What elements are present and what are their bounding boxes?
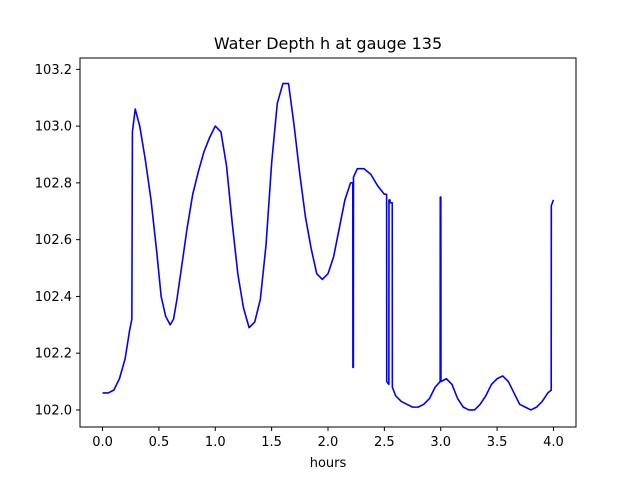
x-axis-label: hours [310,456,347,471]
data-layer [102,82,555,411]
x-tick-label: 2.5 [374,435,395,450]
y-tick-label: 102.2 [35,347,72,362]
x-tick-label: 0.5 [149,435,170,450]
x-axis: 0.0 0.5 1.0 1.5 2.0 2.5 3.0 3.5 4.0 [92,427,564,450]
x-tick-label: 4.0 [543,435,564,450]
x-tick-label: 3.0 [430,435,451,450]
x-tick-label: 0.0 [92,435,113,450]
x-tick-label: 2.0 [318,435,339,450]
plot-area [80,58,576,427]
x-tick-label: 1.5 [261,435,282,450]
x-tick-label: 1.0 [205,435,226,450]
y-tick-label: 102.0 [35,403,72,418]
x-tick-label: 3.5 [487,435,508,450]
y-tick-label: 102.8 [35,176,72,191]
y-axis: 102.0 102.2 102.4 102.6 102.8 103.0 103.2 [35,63,80,418]
y-tick-label: 102.4 [35,290,72,305]
series-line-0 [102,82,555,411]
y-tick-label: 103.0 [35,120,72,135]
y-tick-label: 102.6 [35,233,72,248]
chart-title: Water Depth h at gauge 135 [214,34,442,53]
y-tick-label: 103.2 [35,63,72,78]
